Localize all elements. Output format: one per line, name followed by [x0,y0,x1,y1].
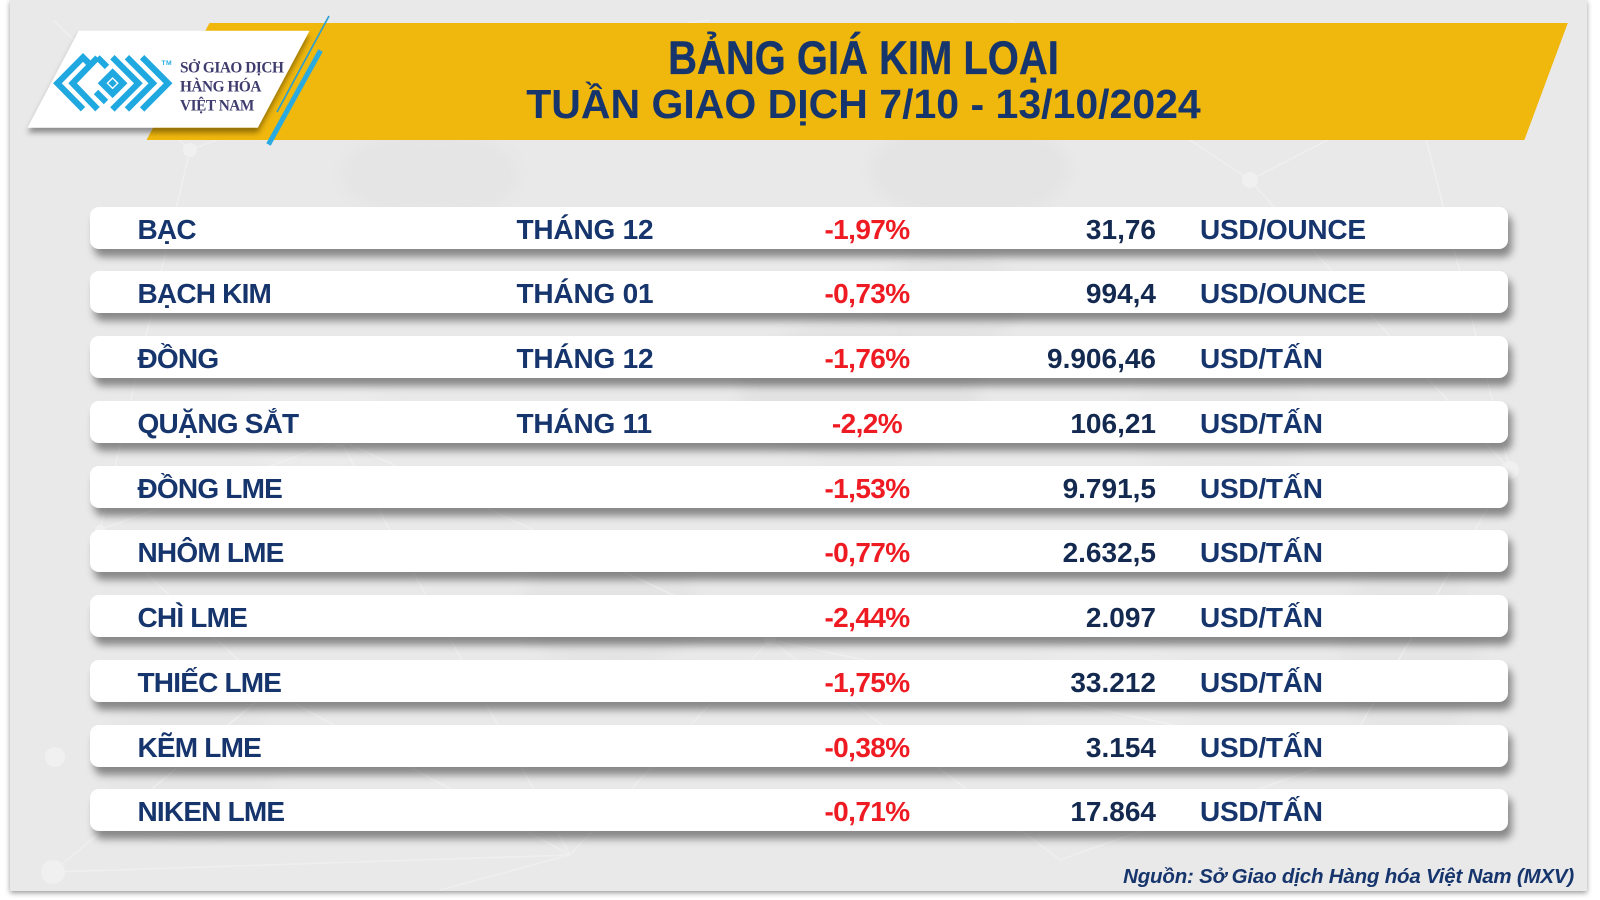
svg-text:TM: TM [162,60,172,67]
svg-text:SỞ GIAO DỊCH: SỞ GIAO DỊCH [180,59,284,76]
svg-text:HÀNG HÓA: HÀNG HÓA [180,79,261,96]
svg-text:VIỆT NAM: VIỆT NAM [180,98,254,115]
